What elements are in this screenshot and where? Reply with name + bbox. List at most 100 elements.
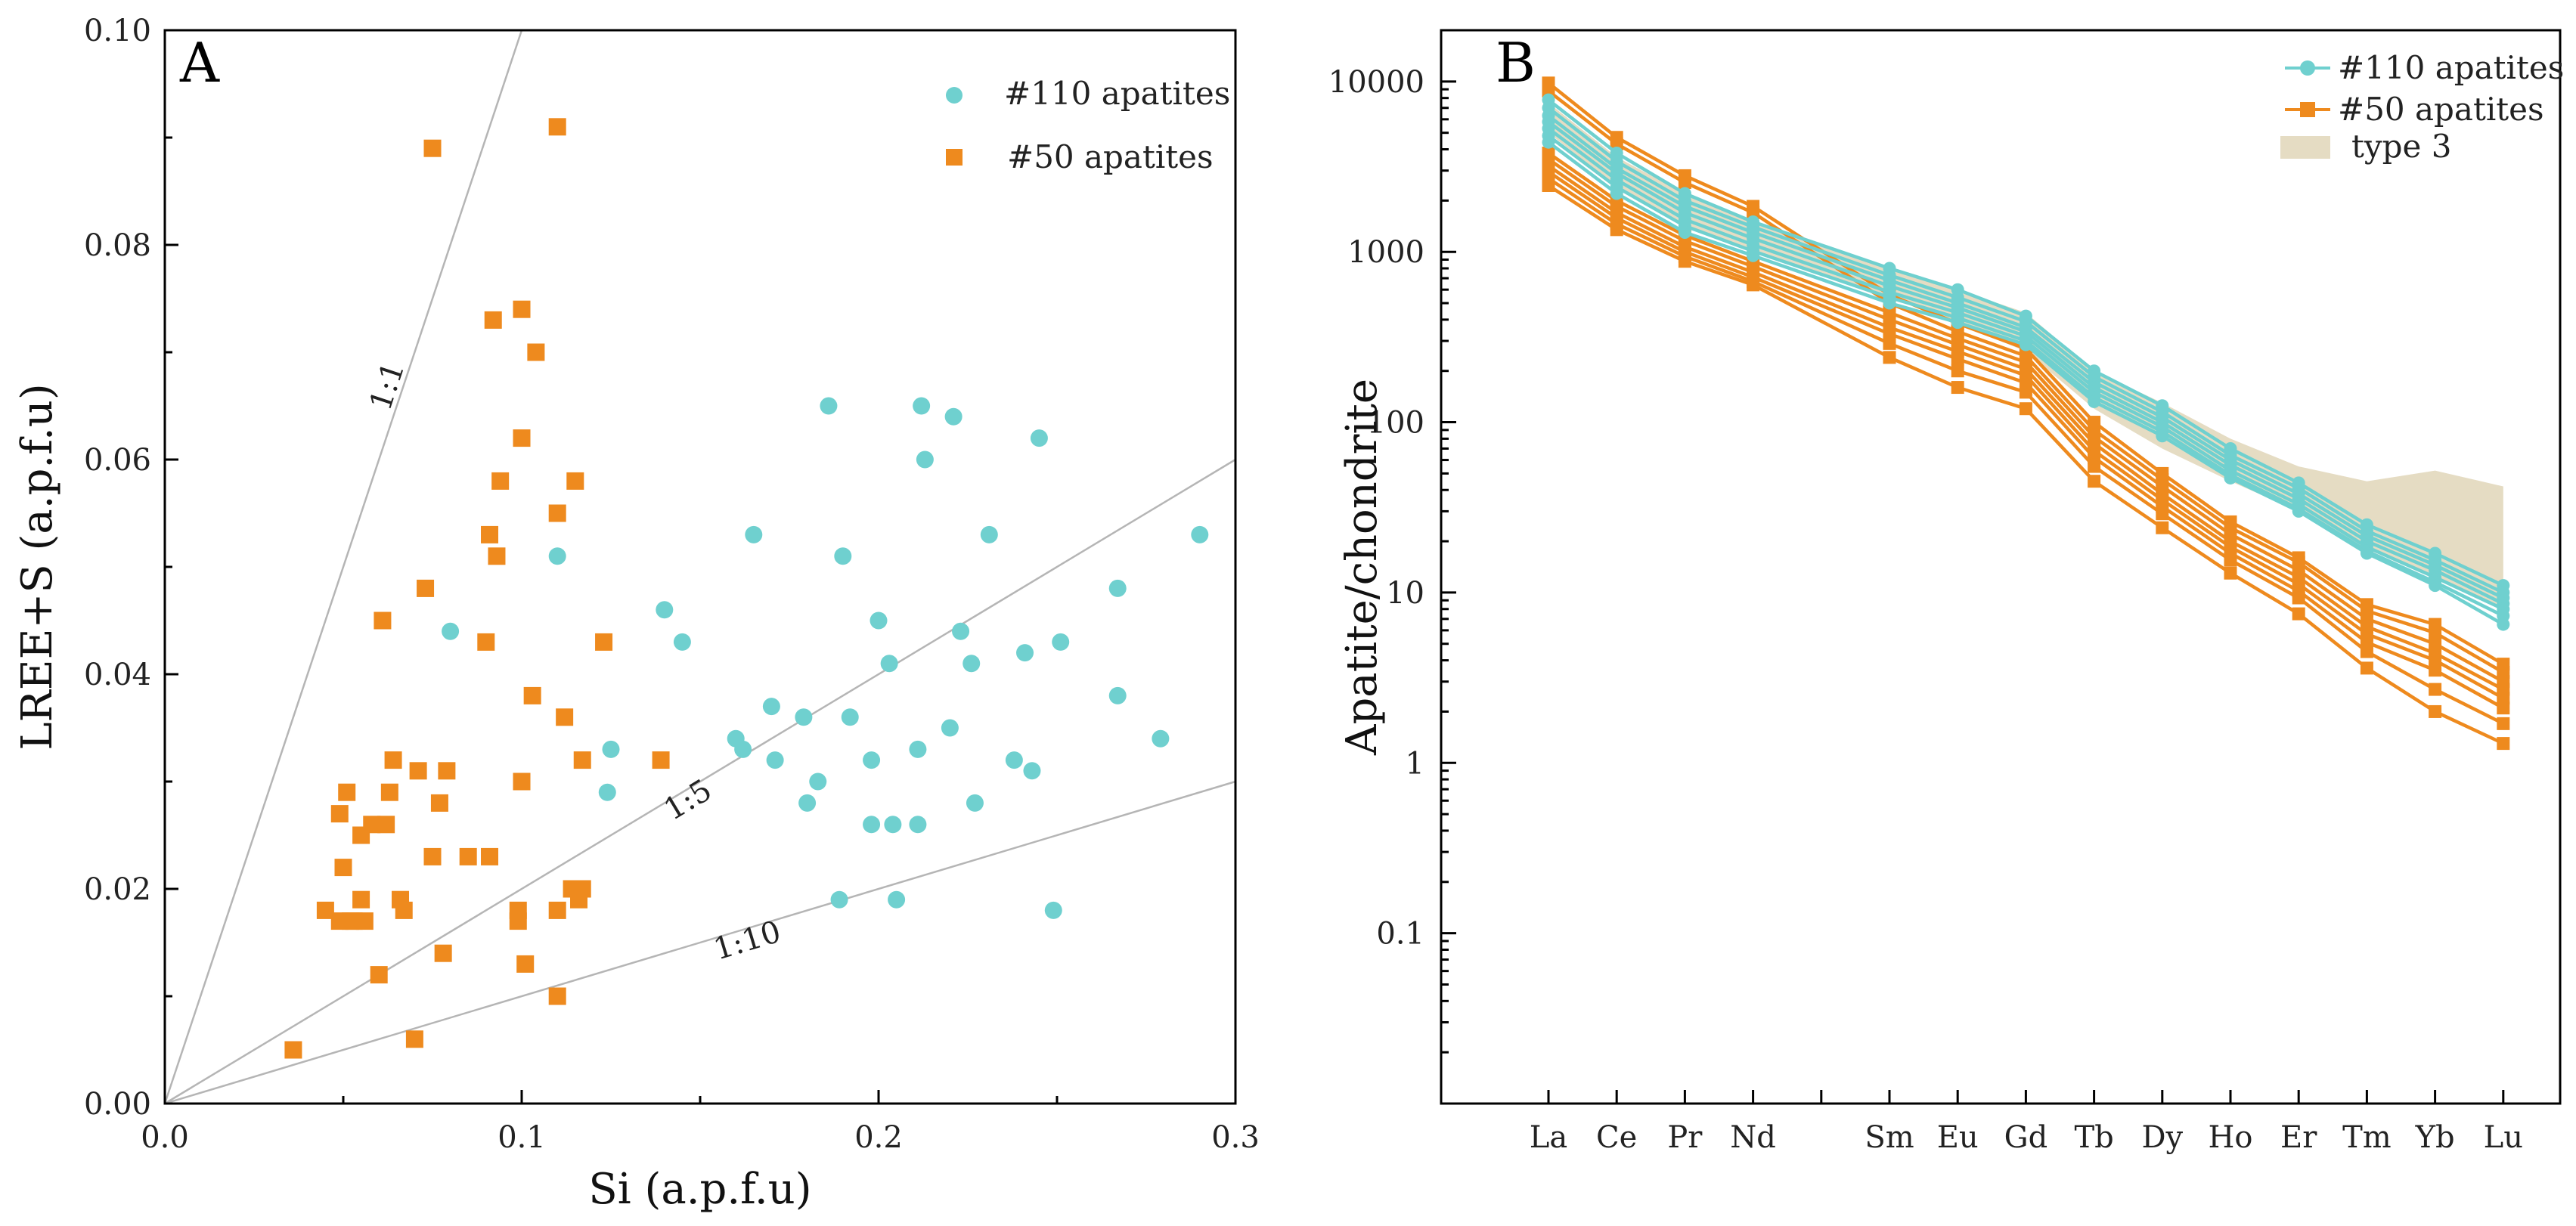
data-point	[405, 1030, 423, 1048]
data-point	[598, 783, 616, 801]
data-point	[820, 397, 838, 415]
series-point	[1883, 336, 1896, 350]
ree-pattern-lines	[1542, 76, 2510, 751]
data-point	[880, 655, 898, 673]
data-point	[374, 611, 392, 630]
data-point	[352, 890, 370, 909]
y-tick-label: 1	[1406, 746, 1424, 781]
y-tick-label: 0.02	[84, 872, 151, 907]
ratio-line-label: 1:1	[363, 358, 411, 415]
data-point	[1152, 729, 1170, 748]
series-point	[2497, 737, 2510, 751]
data-point	[841, 708, 859, 726]
series-point	[2156, 429, 2169, 443]
data-point	[745, 525, 763, 543]
data-point	[481, 525, 499, 543]
x-tick-label: Ce	[1596, 1120, 1637, 1155]
legend-label-110: #110 apatites	[1004, 75, 1230, 112]
data-point	[573, 751, 591, 769]
panel-b-frame	[1440, 29, 2562, 1105]
data-point	[548, 118, 566, 136]
x-tick-label: Tb	[2074, 1120, 2113, 1155]
data-point	[1108, 686, 1127, 704]
data-point	[1191, 525, 1209, 543]
series-line	[1547, 170, 2504, 710]
x-tick-label: Sm	[1865, 1120, 1914, 1155]
series-line	[1547, 98, 2504, 587]
data-point	[417, 579, 435, 597]
data-point	[863, 816, 881, 834]
series-point	[2088, 475, 2101, 488]
series-point	[2088, 395, 2101, 408]
x-tick-label: Eu	[1937, 1120, 1979, 1155]
data-point	[527, 343, 545, 361]
data-point	[316, 901, 334, 919]
data-point	[762, 698, 780, 716]
legend-swatch-type3	[2280, 136, 2330, 159]
ratio-line	[163, 29, 523, 1104]
data-point	[384, 751, 402, 769]
series-point	[1951, 381, 1964, 395]
series-line	[1547, 141, 2504, 627]
data-point	[952, 622, 970, 640]
series-point	[2429, 683, 2442, 696]
data-point	[656, 601, 674, 619]
data-point	[438, 762, 456, 780]
data-point	[909, 816, 927, 834]
data-point	[766, 751, 784, 769]
series-point	[2292, 607, 2305, 621]
x-tick-label: Nd	[1730, 1120, 1776, 1155]
data-point	[491, 472, 510, 490]
x-tick-label: La	[1530, 1120, 1567, 1155]
data-point	[963, 655, 981, 673]
data-point	[1030, 429, 1048, 447]
data-point	[966, 794, 984, 812]
data-point	[284, 1041, 302, 1059]
x-tick-label: 0.3	[1211, 1120, 1260, 1155]
series-point	[2224, 553, 2237, 567]
data-point	[548, 987, 566, 1005]
data-point	[488, 547, 506, 565]
series-point	[1542, 135, 1555, 149]
series-point	[2088, 460, 2101, 473]
data-point	[370, 966, 388, 984]
data-point	[409, 762, 427, 780]
data-point	[870, 611, 888, 630]
series-point	[1951, 352, 1964, 366]
data-point	[734, 740, 752, 758]
series-point	[2497, 618, 2510, 631]
panel-b-legend: #110 apatites #50 apatites type 3	[2280, 49, 2564, 165]
data-point	[863, 751, 881, 769]
data-point	[834, 547, 852, 565]
series-point	[1951, 364, 1964, 378]
series-point	[2429, 579, 2442, 593]
x-tick-label: 0.1	[498, 1120, 546, 1155]
data-point	[884, 816, 902, 834]
series-point	[2497, 692, 2510, 705]
data-point	[888, 890, 906, 909]
panel-b-spider: La Ce Pr Nd Sm Eu Gd Tb Dy Ho Er Tm Yb Lu 0.1 1 10 100 100…	[1328, 29, 2564, 1155]
ratio-line-label: 1:10	[710, 915, 785, 967]
data-point	[548, 504, 566, 522]
data-point	[1016, 644, 1034, 662]
series-point	[1951, 316, 1964, 330]
legend-marker-50	[946, 149, 963, 166]
series-point	[1883, 351, 1896, 364]
legend-marker-110-b	[2300, 60, 2315, 76]
y-tick-label: 0.10	[84, 14, 151, 48]
series-point	[2156, 521, 2169, 534]
x-tick-label: Tm	[2342, 1120, 2392, 1155]
y-tick-label: 0.04	[84, 658, 151, 692]
data-point	[513, 300, 531, 318]
panel-a-label: A	[179, 31, 220, 94]
x-tick-label: Yb	[2415, 1120, 2455, 1155]
data-point	[602, 740, 620, 758]
data-point	[1005, 751, 1023, 769]
series-point	[2429, 664, 2442, 677]
series-point	[2360, 645, 2373, 658]
x-tick-label: Ho	[2209, 1120, 2253, 1155]
series-line	[1547, 157, 2504, 692]
data-point	[423, 847, 442, 865]
x-tick-label: Lu	[2484, 1120, 2523, 1155]
